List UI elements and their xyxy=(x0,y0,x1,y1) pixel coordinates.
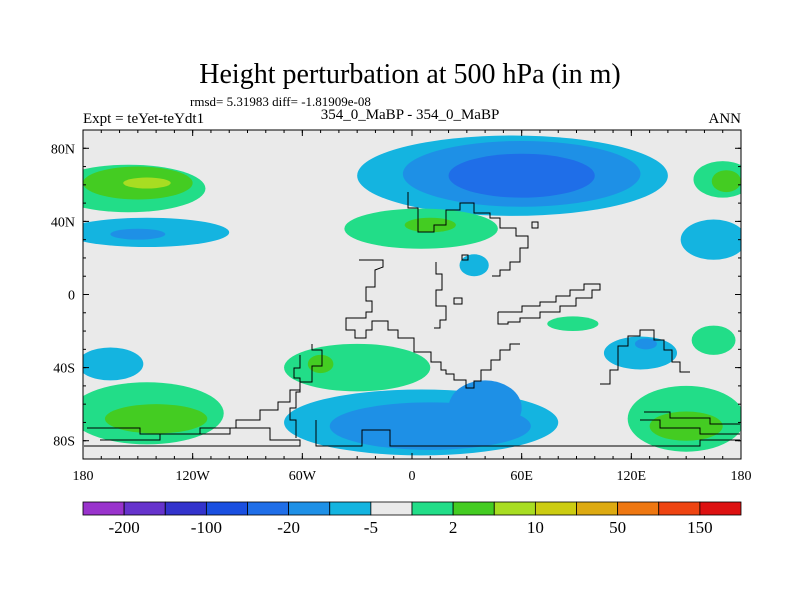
colorbar: -200 -100 -20 -5 2 10 50 150 xyxy=(82,501,742,537)
field-region-nh-pacific-east-negative xyxy=(680,219,741,260)
colorbar-label: 10 xyxy=(527,518,544,537)
perturbation-field xyxy=(83,135,741,456)
coastline-maritime xyxy=(497,283,601,325)
colorbar-label: -200 xyxy=(109,518,140,537)
colorbar-swatch xyxy=(288,501,331,516)
coastline-americas xyxy=(289,355,301,438)
coastline-sh-west xyxy=(87,344,323,435)
coastline-antarctic-west xyxy=(84,427,301,447)
coastline-island xyxy=(531,221,539,229)
x-tick-label: 120W xyxy=(176,469,211,484)
coastline-australia xyxy=(600,329,690,385)
coastline-antarctic-east-ridge xyxy=(640,419,740,435)
colorbar-swatch xyxy=(617,501,660,516)
field-region-sh-pacific-positive xyxy=(104,404,208,434)
season-label: ANN xyxy=(709,111,742,127)
colorbar-swatch xyxy=(247,501,290,516)
field-region-sh-pacific-negative xyxy=(83,347,144,381)
y-tick-label: 80N xyxy=(51,142,75,157)
map-plot-area: 180 120W 60W 0 60E 120E 180 80N 40N 0 40S 80S xyxy=(51,129,752,484)
x-axis-ticks: 180 120W 60W 0 60E 120E 180 xyxy=(73,130,752,484)
colorbar-swatch xyxy=(123,501,166,516)
x-tick-label: 120E xyxy=(617,469,647,484)
colorbar-swatch xyxy=(576,501,619,516)
colorbar-swatch xyxy=(82,501,125,516)
colorbar-swatch xyxy=(493,501,536,516)
y-tick-label: 80S xyxy=(53,435,75,450)
field-region-sh-middle-positive xyxy=(547,316,599,332)
coastline-india xyxy=(434,262,447,329)
field-region-nh-pacific-negative xyxy=(110,228,166,240)
colorbar-label: 2 xyxy=(449,518,458,537)
x-tick-label: 180 xyxy=(731,469,752,484)
colorbar-swatch xyxy=(205,501,248,516)
x-tick-label: 180 xyxy=(73,469,94,484)
field-region-sh-east-positive xyxy=(691,325,736,355)
coastline-island xyxy=(461,254,469,261)
field-region-nh-pacific-positive xyxy=(123,177,171,189)
coastline-africa-europe xyxy=(345,259,520,389)
field-region-sh-southern-negative xyxy=(448,380,522,436)
colorbar-swatch xyxy=(329,501,372,516)
x-tick-label: 60W xyxy=(289,469,317,484)
colorbar-swatch xyxy=(452,501,495,516)
colorbar-label: 50 xyxy=(609,518,626,537)
colorbar-swatch xyxy=(370,501,413,516)
y-tick-label: 40S xyxy=(53,362,75,377)
colorbar-label: -20 xyxy=(277,518,300,537)
experiment-label: Expt = teYet-teYdt1 xyxy=(83,111,204,127)
field-region-sh-indian-positive xyxy=(649,411,723,441)
colorbar-swatch xyxy=(658,501,701,516)
colorbar-swatch xyxy=(164,501,207,516)
field-region-sh-atlantic-positive xyxy=(284,343,431,392)
field-region-sh-indian-negative xyxy=(603,336,678,370)
coastline-antarctic-east-upper xyxy=(644,411,740,425)
y-tick-label: 40N xyxy=(51,215,75,230)
coastline-outlines xyxy=(84,192,740,447)
coastline-island xyxy=(453,297,463,305)
center-label: 354_0_MaBP - 354_0_MaBP xyxy=(321,107,500,123)
field-region-nh-atlantic-negative xyxy=(448,153,595,198)
coastline-asia xyxy=(407,192,529,277)
colorbar-swatch xyxy=(411,501,454,516)
colorbar-label: 150 xyxy=(687,518,713,537)
field-region-nh-dateline-positive xyxy=(711,170,741,193)
colorbar-swatch xyxy=(699,501,742,516)
y-axis-ticks: 80N 40N 0 40S 80S xyxy=(51,142,741,450)
colorbar-label: -100 xyxy=(191,518,222,537)
x-tick-label: 60E xyxy=(510,469,533,484)
colorbar-swatch xyxy=(534,501,577,516)
figure-title: Height perturbation at 500 hPa (in m) xyxy=(199,59,620,90)
field-region-sh-atlantic-positive xyxy=(307,354,334,374)
coastline-antarctic-east xyxy=(315,420,740,447)
colorbar-label: -5 xyxy=(364,518,378,537)
field-region-nh-small-negative xyxy=(459,254,489,277)
field-region-sh-indian-negative-core xyxy=(634,338,657,350)
stats-label: rmsd= 5.31983 diff= -1.81909e-08 xyxy=(190,94,371,109)
field-region-nh-eurasia-positive xyxy=(404,217,456,233)
y-tick-label: 0 xyxy=(68,289,75,304)
x-tick-label: 0 xyxy=(409,469,416,484)
